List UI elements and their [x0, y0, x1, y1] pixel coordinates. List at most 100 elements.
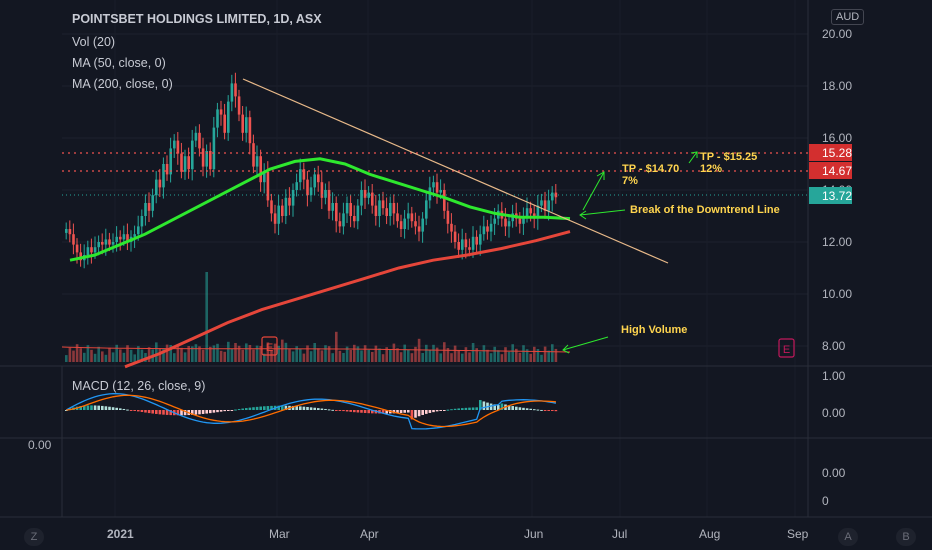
auto-scale-button[interactable]: A	[838, 528, 858, 546]
chart-title[interactable]: POINTSBET HOLDINGS LIMITED, 1D, ASX	[72, 12, 322, 26]
macd-bar	[407, 410, 410, 413]
volume-bar	[194, 344, 198, 362]
volume-bar	[475, 348, 478, 362]
macd-line	[65, 393, 557, 430]
candle-body	[468, 247, 471, 250]
macd-bar	[450, 409, 453, 411]
candle-body	[223, 114, 226, 133]
downtrend-line[interactable]	[242, 78, 669, 264]
volume-bar	[111, 352, 115, 362]
volume-bar	[335, 331, 338, 362]
volume-bar	[511, 344, 514, 362]
volume-bar	[248, 345, 252, 362]
grid	[62, 0, 808, 517]
volume-bar	[119, 349, 122, 362]
macd-bar	[435, 410, 439, 412]
volume-bar	[93, 353, 97, 362]
macd-bar	[205, 410, 208, 414]
volume-bar	[83, 352, 86, 362]
macd-bar	[371, 410, 374, 414]
volume-bar	[313, 343, 316, 362]
volume-bar	[129, 349, 133, 362]
macd-bar	[65, 410, 68, 411]
legend-ma200[interactable]: MA (200, close, 0)	[72, 77, 173, 91]
candle-body	[86, 247, 90, 255]
x-label-aug: Aug	[699, 527, 720, 541]
volume-ma-line	[61, 346, 571, 353]
candle-body	[122, 234, 126, 240]
volume-bar	[345, 346, 349, 362]
macd-bar	[79, 406, 82, 410]
zoom-button[interactable]: Z	[24, 528, 44, 546]
legend-ma50[interactable]: MA (50, close, 0)	[72, 56, 166, 70]
candle-body	[475, 236, 478, 245]
volume-bar	[525, 349, 529, 362]
currency-badge[interactable]: AUD	[831, 9, 865, 25]
volume-bar	[540, 354, 543, 362]
candle-body	[353, 216, 356, 222]
candle-body	[291, 190, 295, 206]
last-price-tag: 13.72	[809, 187, 852, 204]
candle-body	[410, 213, 414, 222]
x-label-mar: Mar	[269, 527, 290, 541]
macd-bar	[479, 400, 482, 410]
earnings-marker[interactable]: E	[261, 336, 278, 356]
candle-body	[259, 156, 262, 183]
volume-bar	[270, 350, 273, 362]
candle-body	[317, 174, 320, 183]
legend-macd[interactable]: MACD (12, 26, close, 9)	[72, 379, 206, 393]
volume-bar	[126, 345, 129, 362]
macd-bar	[471, 407, 475, 410]
volume-bar	[212, 345, 216, 362]
macd-bar	[533, 409, 536, 411]
candle-body	[450, 223, 453, 232]
macd-bar	[248, 407, 252, 410]
volume-bar	[403, 344, 406, 362]
candle-body	[245, 117, 248, 133]
macd-bar	[86, 405, 90, 410]
candle-body	[137, 226, 140, 235]
candle-body	[457, 242, 460, 250]
macd-bar	[338, 410, 342, 411]
macd-bar	[281, 405, 284, 410]
macd-bar	[363, 410, 367, 413]
volume-bar	[288, 349, 291, 362]
ma50-line	[69, 157, 571, 262]
log-scale-button[interactable]: B	[896, 528, 916, 546]
candle-body	[425, 200, 428, 219]
candle-body	[403, 218, 406, 229]
candle-body	[446, 210, 450, 224]
candle-body	[65, 229, 68, 233]
volume-bar	[187, 346, 190, 362]
candle-body	[543, 200, 547, 211]
volume-bar	[263, 353, 266, 362]
macd-bar	[320, 408, 324, 410]
candle-body	[237, 96, 241, 115]
volume-bar	[104, 354, 108, 362]
volume-bar	[507, 351, 511, 362]
legend-vol[interactable]: Vol (20)	[72, 35, 116, 49]
candle-body	[547, 200, 550, 211]
macd-bar	[525, 408, 529, 410]
macd-bar	[399, 410, 403, 414]
volume-bar	[237, 345, 241, 362]
candle-body	[320, 182, 324, 198]
candle-body	[306, 179, 309, 196]
volume-bar	[482, 345, 486, 362]
candle-body	[313, 174, 316, 188]
volume-annotation: High Volume	[621, 324, 687, 336]
macd-bar	[263, 406, 266, 410]
volume-bar	[75, 344, 79, 362]
candle-body	[198, 132, 201, 149]
candle-body	[417, 226, 421, 232]
macd-bar	[158, 410, 162, 415]
earnings-marker-future[interactable]: E	[778, 338, 795, 358]
candle-body	[126, 234, 129, 242]
macd-bar	[536, 409, 540, 411]
volume-bar	[522, 345, 525, 362]
candle-body	[194, 132, 198, 141]
candle-body	[216, 109, 219, 128]
volume-bar	[353, 344, 356, 362]
